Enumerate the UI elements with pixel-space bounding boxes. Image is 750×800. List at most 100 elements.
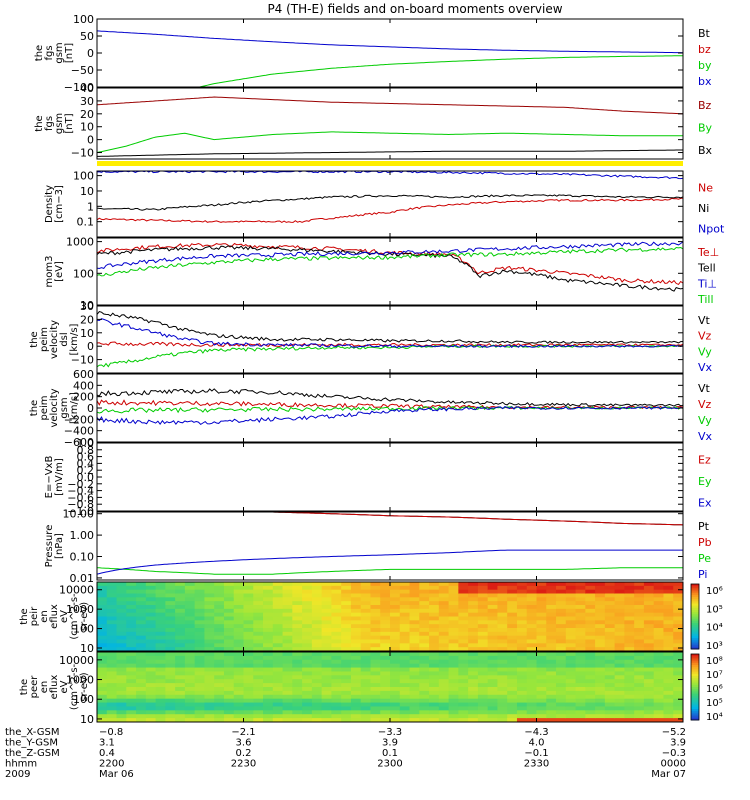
heat-cell — [487, 616, 499, 621]
heat-cell — [194, 612, 206, 618]
heat-cell — [204, 608, 215, 614]
heat-cell — [516, 683, 528, 688]
heat-cell — [331, 679, 342, 684]
heat-cell — [223, 683, 235, 688]
heat-cell — [311, 647, 323, 651]
heat-cell — [614, 589, 625, 595]
heat-cell — [556, 612, 567, 618]
heat-cell — [321, 667, 332, 673]
y-tick-label: 100 — [73, 170, 94, 183]
heat-cell — [634, 628, 645, 633]
heat-cell — [272, 683, 284, 688]
heat-cell — [97, 620, 108, 625]
heat-cell — [350, 683, 362, 688]
heat-cell — [116, 647, 127, 651]
heat-cell — [126, 718, 137, 722]
heat-cell — [604, 663, 616, 669]
heat-cell — [194, 718, 206, 722]
heat-cell — [634, 631, 645, 637]
heat-cell — [263, 616, 274, 621]
heat-cell — [673, 667, 683, 673]
heat-cell — [184, 616, 196, 621]
heat-cell — [653, 582, 665, 587]
heat-cell — [97, 597, 108, 602]
heat-cell — [321, 582, 332, 587]
heat-cell — [126, 601, 137, 606]
heat-cell — [331, 582, 342, 587]
heat-cell — [263, 702, 274, 708]
heat-cell — [448, 718, 459, 722]
heat-cell — [516, 647, 528, 651]
heat-cell — [321, 605, 332, 610]
heat-cell — [204, 671, 215, 676]
heat-cell — [155, 659, 166, 665]
heat-cell — [272, 718, 284, 722]
heat-cell — [487, 601, 499, 606]
heat-cell — [184, 620, 196, 625]
heat-cell — [438, 690, 450, 696]
heat-cell — [97, 694, 108, 700]
heat-cell — [458, 612, 469, 618]
heat-cell — [477, 631, 489, 637]
y-axis-label: peim — [39, 395, 50, 420]
heat-cell — [223, 605, 235, 610]
heat-cell — [263, 605, 274, 610]
colorbar-swatch — [691, 665, 699, 668]
heat-cell — [214, 620, 225, 625]
heat-cell — [595, 582, 606, 587]
heat-cell — [126, 679, 137, 684]
heat-cell — [253, 663, 264, 669]
heat-cell — [663, 710, 674, 715]
heat-cell — [497, 679, 508, 684]
heat-cell — [653, 714, 665, 719]
colorbar-swatch — [691, 687, 699, 690]
heat-cell — [350, 659, 362, 665]
heat-cell — [419, 718, 430, 722]
heat-cell — [370, 718, 381, 722]
heat-cell — [263, 585, 274, 591]
heat-cell — [126, 635, 137, 641]
heat-cell — [595, 616, 606, 621]
legend-Pi: Pi — [698, 568, 707, 581]
heat-cell — [409, 608, 420, 614]
series-group-fgs_gsm — [97, 96, 683, 157]
y-tick-label: 10.00 — [63, 508, 95, 521]
heat-cell — [145, 624, 157, 629]
heat-cell — [604, 694, 616, 700]
heat-cell — [477, 601, 489, 606]
heat-cell — [624, 643, 635, 648]
heat-cell — [575, 710, 586, 715]
heat-cell — [243, 589, 254, 595]
heat-cell — [380, 687, 391, 692]
heat-cell — [292, 593, 303, 598]
heat-cell — [136, 663, 147, 669]
heat-cell — [634, 593, 645, 598]
heat-cell — [477, 597, 489, 602]
heat-cell — [585, 643, 596, 648]
heat-cell — [331, 593, 342, 598]
heat-cell — [292, 659, 303, 665]
heat-cell — [487, 643, 499, 648]
heat-cell — [292, 694, 303, 700]
heat-cell — [106, 702, 118, 708]
y-tick-label: −0.6 — [67, 491, 94, 504]
heat-cell — [536, 620, 547, 625]
colorbar-label: 10⁸ — [706, 656, 723, 667]
heat-cell — [243, 635, 254, 641]
heat-cell — [575, 659, 586, 665]
heat-cell — [243, 616, 254, 621]
axis-row-value: 4.0 — [529, 738, 545, 749]
heat-cell — [184, 690, 196, 696]
heat-cell — [438, 601, 450, 606]
heat-cell — [487, 710, 499, 715]
heat-cell — [419, 608, 430, 614]
heat-cell — [106, 582, 118, 587]
heat-cell — [429, 635, 440, 641]
axis-row-label: the_Y-GSM — [5, 738, 58, 749]
heat-cell — [624, 624, 635, 629]
heat-cell — [360, 624, 372, 629]
heat-cell — [272, 616, 284, 621]
heat-cell — [233, 690, 245, 696]
heat-cell — [214, 659, 225, 665]
heat-cell — [204, 597, 215, 602]
